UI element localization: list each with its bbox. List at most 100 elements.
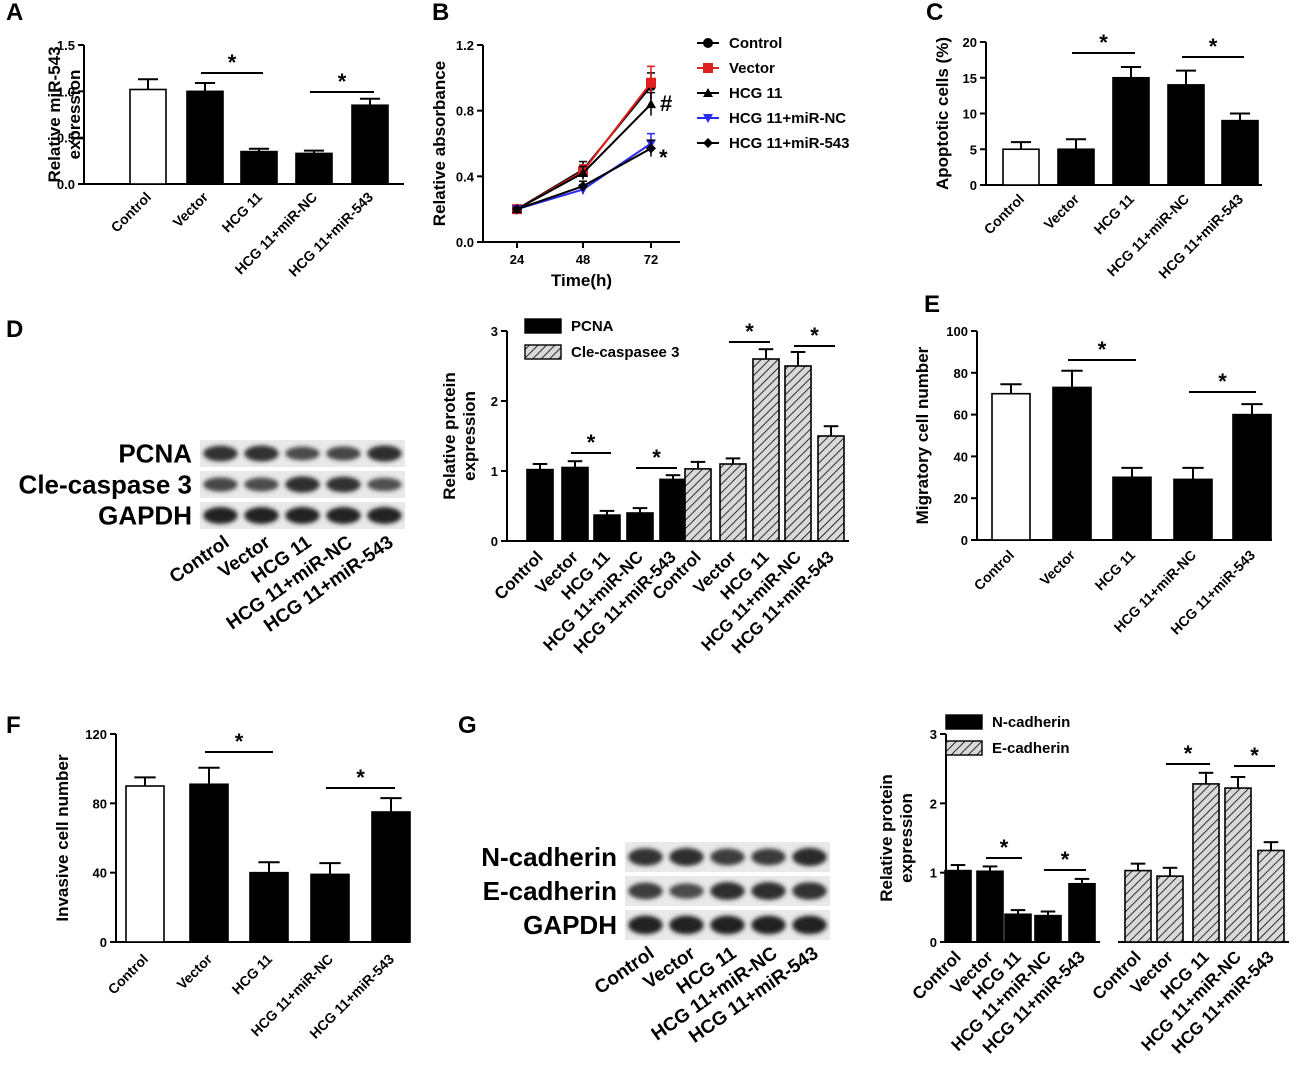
x-category-label: Vector [1041, 190, 1083, 232]
bar [310, 873, 350, 943]
x-category-label: Control [108, 189, 155, 236]
y-axis-title: Relative proteinexpression [877, 774, 916, 902]
panel-label-C: C [926, 0, 943, 26]
bar [1112, 76, 1150, 186]
annotation-mark: # [660, 91, 672, 116]
legend-label: Vector [729, 60, 775, 77]
y-axis-title: Apoptotic cells (%) [933, 37, 952, 190]
bar [125, 785, 165, 943]
y-axis-title-line: expression [460, 391, 479, 481]
x-category-label: Control [491, 547, 547, 603]
blot-band [285, 507, 320, 524]
y-tick-label: 3 [930, 727, 937, 742]
bar [295, 152, 333, 185]
y-tick-label: 0 [100, 935, 107, 950]
chart-panel-F: 0 40 80 120 Invasive cell number * * Control Vec… [53, 727, 411, 1042]
significance-mark: * [1000, 835, 1009, 860]
chart-panel-B: 0.0 0.4 0.8 1.2 Relative absorbance 24 48 72 Tim… [430, 35, 849, 290]
y-tick-label: 1.5 [57, 38, 75, 53]
blot-band [367, 507, 402, 524]
legend-label: N-cadherin [992, 714, 1070, 731]
marker-circle [703, 38, 713, 48]
x-category-label: Vector [170, 188, 212, 230]
marker-triangle-up [646, 99, 656, 109]
marker-diamond [578, 181, 588, 192]
bar [526, 468, 554, 542]
chart-panel-E: 0 20 40 60 80 100 Migratory cell number * * Contr… [913, 324, 1272, 638]
chart-panel-C: 0 5 10 15 20 Apoptotic cells (%) * * Control Vect… [933, 30, 1262, 282]
y-axis-title-line: Relative protein [440, 372, 459, 500]
y-tick-label: 20 [963, 35, 977, 50]
blot-row-label: GAPDH [98, 501, 192, 531]
y-tick-label: 1.0 [57, 84, 75, 99]
y-tick-label: 0.4 [456, 169, 475, 184]
bar [1124, 869, 1152, 943]
y-tick-label: 1 [930, 866, 937, 881]
blot-band [792, 915, 827, 935]
y-tick-label: 1.2 [456, 38, 474, 53]
significance-mark: * [1098, 337, 1107, 362]
x-category-label: HCG 11 [219, 189, 266, 236]
marker-diamond [646, 143, 656, 154]
legend-swatch [945, 714, 983, 730]
y-axis-title: Invasive cell number [53, 754, 72, 922]
marker-triangle-down [703, 114, 713, 123]
bar [1068, 882, 1096, 943]
significance-mark: * [652, 445, 661, 470]
y-tick-label: 100 [946, 324, 968, 339]
bar [752, 358, 780, 542]
y-tick-label: 0 [930, 935, 937, 950]
legend-label: Control [729, 35, 782, 52]
y-tick-label: 15 [963, 71, 977, 86]
significance-mark: * [587, 430, 596, 455]
bar [1221, 119, 1259, 186]
legend-label: E-cadherin [992, 740, 1070, 757]
blot-band [710, 848, 745, 866]
legend-label: HCG 11+miR-543 [729, 135, 849, 152]
bar [719, 463, 747, 542]
blot-band [628, 915, 663, 935]
y-tick-label: 80 [93, 796, 107, 811]
significance-mark: * [810, 323, 819, 348]
bar [1112, 476, 1152, 541]
blot-band [203, 445, 238, 462]
blot-band [792, 882, 827, 900]
bar [1052, 386, 1092, 541]
marker-square [646, 77, 656, 88]
bar [1167, 84, 1205, 186]
marker-triangle-up [578, 168, 588, 178]
y-tick-label: 2 [930, 796, 937, 811]
x-tick-label: 24 [510, 252, 525, 267]
bar [1156, 875, 1184, 943]
blot-band [367, 445, 402, 462]
bar [189, 783, 229, 943]
bar [1257, 849, 1285, 943]
western-blot-G: N-cadherinE-cadherinGAPDHControlVectorHC… [481, 842, 830, 1048]
y-tick-label: 20 [954, 491, 968, 506]
legend-swatch [945, 740, 983, 756]
significance-mark: * [1099, 30, 1108, 55]
blot-band [628, 882, 663, 900]
significance-mark: * [235, 729, 244, 754]
significance-mark: * [338, 69, 347, 94]
y-tick-label: 1 [491, 464, 498, 479]
bar [684, 468, 712, 542]
bar [817, 435, 845, 542]
x-category-label: HCG 11 [1092, 547, 1139, 594]
bar [991, 392, 1031, 541]
significance-mark: * [228, 50, 237, 75]
bar [626, 512, 654, 542]
blot-band [669, 883, 704, 899]
blot-band [326, 507, 361, 524]
y-tick-label: 0 [491, 534, 498, 549]
legend-swatch [524, 318, 562, 334]
blot-band [628, 848, 663, 866]
bar [186, 90, 224, 185]
blot-band [669, 848, 704, 866]
y-tick-label: 10 [963, 107, 977, 122]
panel-label-B: B [432, 0, 449, 26]
